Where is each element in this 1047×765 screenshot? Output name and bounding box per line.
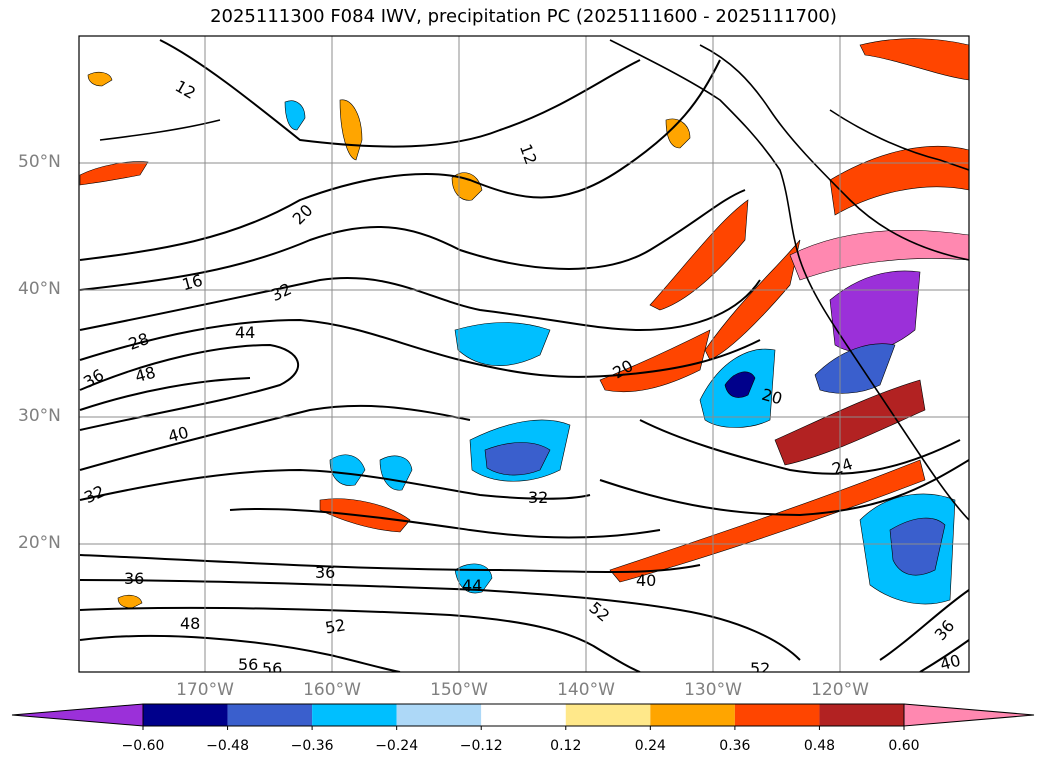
lon-label-160w: 160°W: [303, 680, 361, 700]
contour-label: 52: [324, 615, 347, 637]
contour-label: 56: [238, 655, 258, 674]
colorbar-tick-label: −0.24: [375, 738, 419, 754]
lon-label-170w: 170°W: [176, 680, 234, 700]
lat-label-50n: 50°N: [18, 152, 61, 172]
contour-label: 32: [528, 488, 548, 507]
colorbar-tick-label: 0.48: [803, 738, 836, 754]
contour-label: 40: [938, 651, 963, 675]
colorbar-segment: [819, 704, 904, 726]
map-frame: [78, 35, 970, 673]
iwv-contours: [79, 39, 969, 672]
colorbar-tick-label: −0.36: [290, 738, 334, 754]
colorbar: [11, 703, 1035, 730]
colorbar-tick-label: −0.12: [459, 738, 503, 754]
colorbar-segment: [481, 704, 566, 726]
colorbar-tick-label: 0.60: [888, 738, 920, 754]
colorbar-segment: [650, 704, 735, 726]
map-title: 2025111300 F084 IWV, precipitation PC (2…: [210, 6, 837, 27]
colorbar-segment: [143, 704, 228, 726]
colorbar-segment: [396, 704, 482, 726]
contour-label: 16: [180, 271, 205, 295]
colorbar-tick-label: 0.36: [719, 738, 751, 754]
colorbar-tick-label: 0.24: [634, 738, 666, 754]
colorbar-segment: [312, 704, 397, 726]
contour-label: 52: [750, 659, 770, 678]
lon-label-120w: 120°W: [811, 680, 869, 700]
colorbar-extend-max: [903, 703, 1035, 727]
contour-label: 48: [133, 363, 158, 387]
contour-label: 44: [462, 576, 482, 595]
colorbar-tick-label: −0.48: [206, 738, 249, 754]
map-plot-area: 12 12 20 16 32 28 44 36 48 40 32 20 20 2…: [79, 36, 969, 678]
contour-label: 56: [262, 659, 282, 678]
colorbar-frame: [142, 703, 905, 727]
colorbar-segment: [734, 704, 820, 726]
lon-label-150w: 150°W: [430, 680, 488, 700]
colorbar-tick-label: −0.60: [121, 738, 165, 754]
contour-label: 20: [760, 385, 785, 409]
contour-label: 40: [166, 423, 191, 447]
colorbar-segment: [565, 704, 651, 726]
contour-label: 36: [315, 563, 335, 582]
lat-label-40n: 40°N: [18, 279, 61, 299]
colorbar-segment: [227, 704, 313, 726]
graticule: [79, 36, 969, 672]
lon-label-140w: 140°W: [557, 680, 615, 700]
colorbar-extend-min: [11, 703, 144, 727]
lon-label-130w: 130°W: [684, 680, 742, 700]
contour-label: 36: [124, 569, 144, 588]
contour-label: 40: [636, 571, 656, 590]
colorbar-tick-label: 0.12: [550, 738, 582, 754]
contour-label: 48: [180, 614, 200, 633]
contour-label: 44: [235, 323, 255, 342]
lat-label-20n: 20°N: [18, 533, 61, 553]
lat-label-30n: 30°N: [18, 406, 61, 426]
